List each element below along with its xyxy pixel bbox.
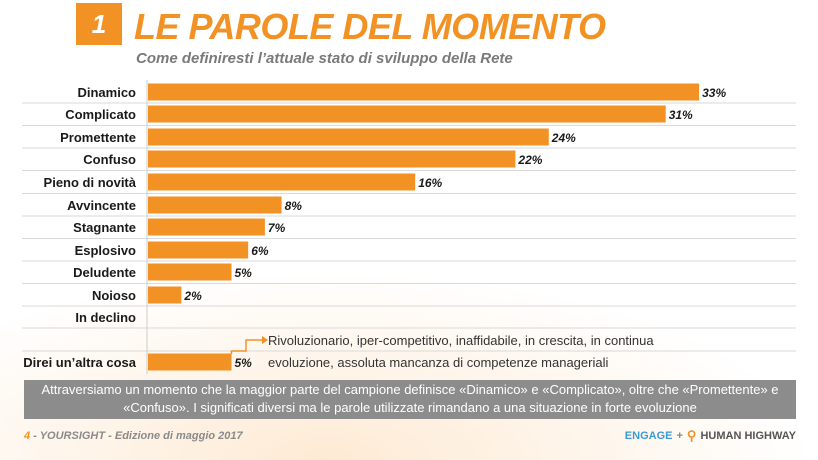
category-label: In declino — [75, 310, 136, 325]
section-number-badge: 1 — [76, 3, 122, 45]
bar — [148, 173, 416, 191]
bar — [148, 128, 549, 146]
footer-source: 4 - YOURSIGHT - Edizione di maggio 2017 — [24, 430, 243, 442]
footer-page-number: 4 — [24, 430, 31, 442]
page-subtitle: Come definiresti l’attuale stato di svil… — [136, 50, 513, 67]
category-label: Complicato — [65, 107, 136, 122]
bar — [148, 150, 516, 168]
human-highway-icon: ⚲ — [686, 428, 697, 443]
bar — [148, 353, 232, 371]
callout-arrow-icon — [262, 336, 268, 344]
bar-chart: Dinamico 33% Complicato 31% Promettente 24% Co… — [22, 80, 796, 374]
category-label: Avvincente — [67, 198, 136, 213]
data-label: 33% — [702, 86, 726, 100]
footer-logos: ENGAGE + ⚲ HUMAN HIGHWAY — [625, 428, 796, 444]
data-label: 8% — [285, 199, 303, 213]
logo-plus: + — [676, 430, 683, 442]
category-label: Esplosivo — [75, 243, 136, 258]
data-label: 5% — [235, 356, 253, 370]
bar — [148, 263, 232, 281]
human-highway-logo: HUMAN HIGHWAY — [700, 430, 796, 442]
category-label: Confuso — [83, 152, 136, 167]
bar — [148, 196, 282, 214]
category-label: Deludente — [73, 265, 136, 280]
category-label: Direi un’altra cosa — [23, 355, 136, 370]
data-label: 22% — [517, 153, 542, 167]
category-label: Promettente — [60, 130, 136, 145]
data-label: 2% — [183, 289, 202, 303]
data-label: 31% — [669, 108, 693, 122]
bar — [148, 286, 182, 304]
callout-connector — [230, 339, 262, 354]
data-label: 24% — [551, 131, 576, 145]
category-label: Pieno di novità — [44, 175, 137, 190]
page-title: LE PAROLE DEL MOMENTO — [134, 6, 606, 47]
bar — [148, 105, 666, 123]
data-label: 5% — [235, 266, 253, 280]
summary-box: Attraversiamo un momento che la maggior … — [24, 380, 796, 419]
bar — [148, 218, 265, 236]
footer-source-text: - YOURSIGHT - Edizione di maggio 2017 — [30, 430, 243, 442]
engage-logo: ENGAGE — [624, 430, 673, 442]
bar — [148, 83, 700, 101]
data-label: 7% — [268, 221, 286, 235]
category-label: Dinamico — [77, 85, 136, 100]
category-label: Noioso — [92, 288, 136, 303]
other-answers-callout: Rivoluzionario, iper-competitivo, inaffi… — [268, 333, 654, 370]
data-label: 16% — [418, 176, 442, 190]
category-label: Stagnante — [73, 220, 136, 235]
data-label: 6% — [251, 244, 269, 258]
bar — [148, 241, 249, 259]
